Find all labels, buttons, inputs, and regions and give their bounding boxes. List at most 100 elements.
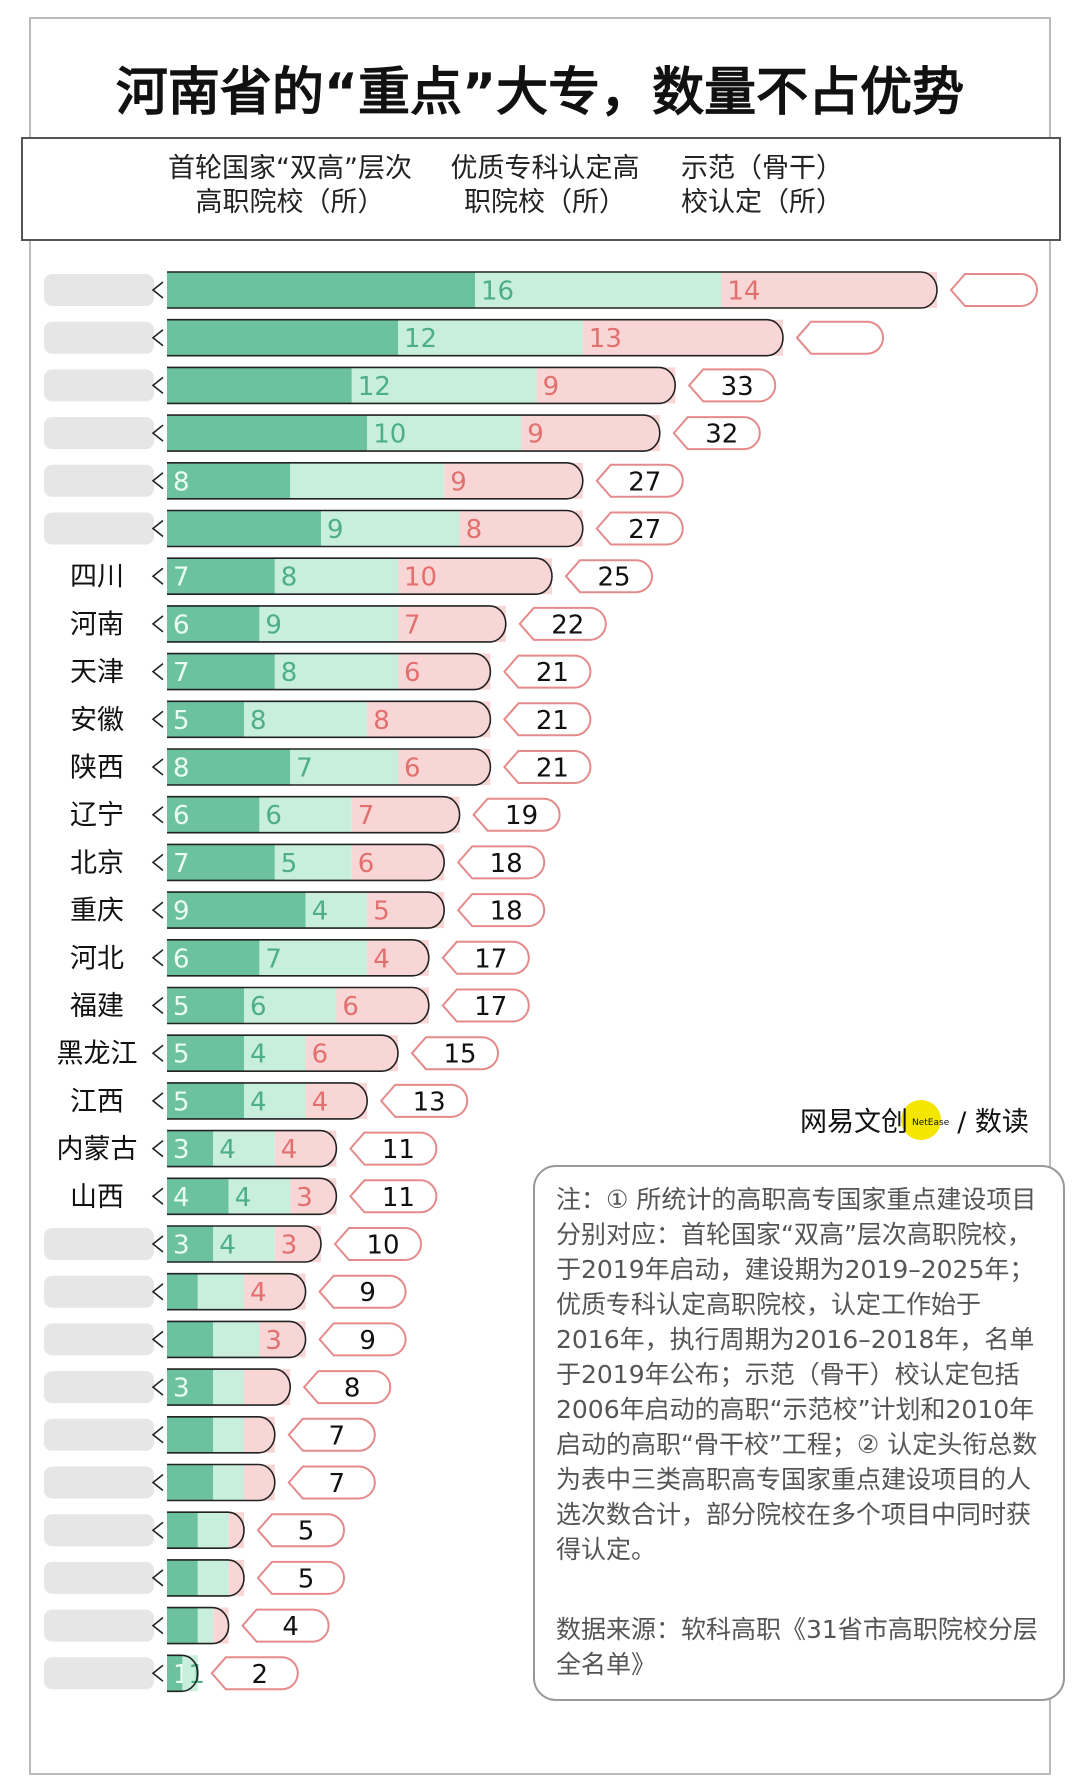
value-label: 7: [404, 610, 421, 640]
bar-segment: [167, 1512, 198, 1549]
bar-segment: [444, 462, 583, 499]
bar-segment: [290, 1178, 337, 1215]
total-bubble: [441, 988, 530, 1023]
bar-segment: [213, 1464, 244, 1501]
bar-segment: [305, 1035, 398, 1072]
chart-title: 河南省的“重点”大专，数量不占优势: [115, 63, 965, 123]
bar-segment: [336, 987, 429, 1024]
row-label: 北京: [70, 848, 124, 879]
blurred-label: [44, 274, 154, 306]
total-label: 27: [628, 467, 661, 497]
bar-outline: [167, 652, 492, 691]
bar-segment: [305, 1082, 368, 1119]
value-label: 6: [404, 658, 421, 688]
row-label: 福建: [70, 991, 124, 1022]
bar-segment: [197, 1559, 229, 1596]
bar-outline: [167, 605, 507, 643]
bar-segment: [167, 1082, 244, 1119]
value-label: 16: [481, 277, 514, 307]
value-label: 1: [188, 1660, 205, 1690]
bar-outline: [167, 1606, 230, 1645]
total-label: 17: [474, 992, 507, 1022]
bar-segment: [721, 272, 937, 308]
bar-pointer: [151, 1330, 164, 1349]
total-label: 18: [490, 849, 523, 879]
bar-segment: [167, 510, 321, 547]
bar-outline: [167, 1225, 322, 1263]
bar-segment: [582, 319, 783, 356]
bar-segment: [167, 1321, 214, 1358]
total-label: 10: [366, 1231, 399, 1261]
value-label: 7: [358, 801, 375, 831]
row-label: 江西: [70, 1086, 124, 1117]
total-bubble: [287, 1465, 376, 1500]
value-label: 8: [373, 706, 390, 736]
total-bubble: [687, 368, 777, 403]
bar-segment: [367, 892, 445, 929]
bar-outline: [167, 1463, 276, 1502]
bar-segment: [321, 510, 460, 547]
total-bubble: [287, 1417, 376, 1452]
bar-segment: [167, 605, 260, 642]
bar-pointer: [151, 567, 164, 585]
bar-pointer: [151, 1139, 164, 1158]
value-label: 13: [589, 324, 622, 354]
bar-segment: [167, 415, 368, 452]
total-bubble: [210, 1656, 299, 1691]
value-label: 5: [373, 897, 390, 927]
total-label: 19: [505, 801, 538, 831]
total-bubble: [241, 1608, 330, 1643]
bar-segment: [167, 1035, 244, 1072]
value-label: 4: [250, 1278, 267, 1308]
value-label: 4: [235, 1183, 252, 1213]
legend-entry: 示范（骨干）校认定（所）: [681, 153, 843, 218]
bar-segment: [259, 1321, 306, 1358]
total-label: 17: [474, 944, 507, 974]
total-bubble: [318, 1322, 407, 1357]
bar-segment: [167, 653, 275, 690]
bar-segment: [167, 892, 306, 929]
bar-segment: [167, 1464, 214, 1501]
total-bubble: [456, 893, 546, 928]
bar-segment: [167, 1416, 214, 1453]
logo: 网易文创 NetEase / 数读: [800, 1100, 1029, 1139]
bar-outline: [167, 986, 430, 1025]
value-label: 6: [312, 1040, 329, 1070]
value-label: 3: [281, 1231, 298, 1261]
bar-pointer: [151, 1426, 164, 1444]
bar-segment: [259, 605, 398, 642]
value-label: 3: [296, 1183, 313, 1213]
bar-segment: [213, 1130, 275, 1167]
bar-segment: [398, 653, 491, 690]
blurred-label: [44, 1561, 154, 1594]
total-label: 21: [536, 706, 569, 736]
value-label: 8: [281, 563, 298, 593]
total-label: 32: [705, 420, 738, 450]
bar-pointer: [151, 424, 164, 442]
bar-pointer: [151, 1521, 164, 1539]
total-label: 2: [252, 1660, 269, 1690]
bar-segment: [182, 1655, 198, 1692]
total-label: 13: [413, 1087, 446, 1117]
bar-segment: [244, 701, 368, 738]
blurred-label: [44, 1323, 154, 1356]
value-label: 4: [373, 944, 390, 974]
logo-suffix: / 数读: [957, 1107, 1029, 1138]
bar-outline: [167, 1368, 291, 1406]
value-label: 7: [173, 849, 190, 879]
bar-pointer: [151, 519, 164, 538]
logo-text: 网易文创: [800, 1107, 908, 1138]
value-label: 4: [250, 1087, 267, 1117]
total-label: 21: [536, 658, 569, 688]
total-label: 9: [359, 1278, 376, 1308]
total-bubble: [564, 559, 653, 594]
row-label: 河南: [70, 609, 124, 640]
bar-segment: [274, 1226, 321, 1262]
bar-segment: [167, 319, 398, 356]
bar-segment: [274, 653, 398, 690]
bar-pointer: [151, 1044, 164, 1062]
bar-segment: [167, 1655, 183, 1692]
bar-pointer: [151, 376, 164, 395]
bar-outline: [167, 891, 445, 929]
